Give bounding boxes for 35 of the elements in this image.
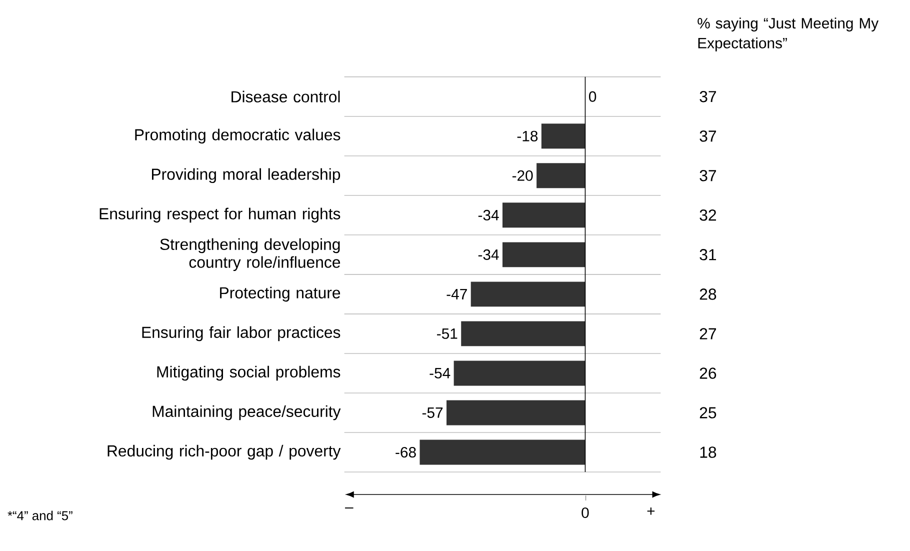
text: 31	[700, 249, 716, 260]
data-label: -20	[512, 170, 533, 181]
data-label: -57	[422, 408, 443, 418]
data-label: 0	[588, 91, 596, 102]
text: 18	[700, 446, 716, 458]
text: 26	[700, 368, 716, 379]
text: % saying “Just Meeting My Expectations”	[698, 18, 879, 52]
text: 0	[582, 508, 589, 518]
text: +	[647, 508, 655, 515]
text: 32	[700, 210, 716, 221]
y-tick-label: Providing moral leadership	[152, 168, 340, 184]
y-tick-label: Ensuring respect for human rights	[100, 208, 340, 223]
data-label: -51	[437, 328, 458, 339]
y-tick-label: Reducing rich-poor gap / poverty	[108, 444, 341, 460]
text: 37	[700, 170, 716, 182]
data-label: -54	[430, 368, 450, 378]
data-label: -34	[478, 210, 499, 220]
text: –	[345, 508, 354, 509]
y-tick-label: Ensuring fair labor practices	[142, 326, 340, 342]
y-tick-label: Strengthening developing country role/influence	[160, 238, 340, 272]
y-tick-label: Maintaining peace/security	[152, 405, 341, 420]
text: 37	[700, 130, 716, 142]
y-tick-label: Disease control	[232, 90, 340, 102]
text: 28	[700, 288, 716, 300]
text: 25	[700, 407, 716, 418]
text: 37	[700, 91, 716, 102]
data-label: -34	[478, 249, 499, 260]
data-label: -68	[396, 447, 416, 458]
y-tick-label: Mitigating social problems	[157, 366, 340, 381]
y-tick-label: Protecting nature	[220, 286, 340, 302]
text: *“4” and “5”	[8, 510, 72, 520]
text: 27	[700, 328, 716, 340]
data-label: -18	[517, 130, 538, 142]
y-tick-label: Promoting democratic values	[135, 128, 340, 144]
data-label: -47	[446, 289, 467, 300]
